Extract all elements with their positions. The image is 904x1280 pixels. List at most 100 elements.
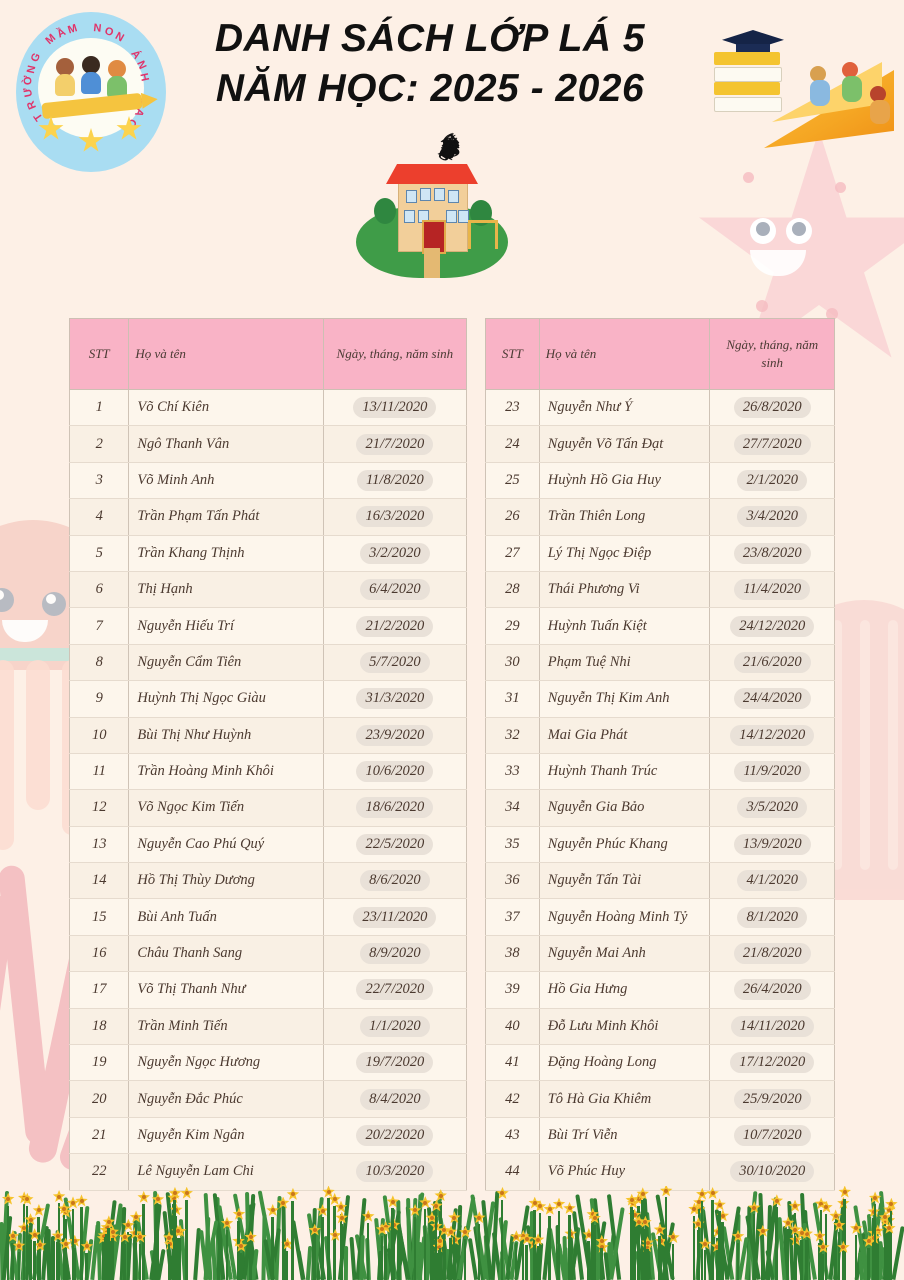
daffodil-flower xyxy=(180,1186,193,1200)
daffodil-flower xyxy=(817,1240,830,1254)
daffodil-flower xyxy=(334,1200,348,1214)
cell-dob: 11/9/2020 xyxy=(709,752,835,791)
cell-stt: 40 xyxy=(485,1007,540,1046)
cell-name: Huỳnh Thanh Trúc xyxy=(538,752,711,791)
daffodil-flower xyxy=(883,1203,896,1216)
flower-stem xyxy=(413,1216,417,1280)
flower-stem xyxy=(548,1215,551,1280)
dob-pill: 6/4/2020 xyxy=(360,579,430,601)
daffodil-flower xyxy=(220,1216,234,1230)
table-row: 5 Trần Khang Thịnh 3/2/2020 xyxy=(68,534,468,572)
daffodil-flower xyxy=(552,1197,566,1211)
table-row: 26 Trần Thiên Long 3/4/2020 xyxy=(485,498,835,536)
dob-pill: 27/7/2020 xyxy=(733,433,811,455)
flower-stem xyxy=(671,1243,675,1280)
flower-stem xyxy=(380,1235,384,1280)
table-row: 28 Thái Phương Vi 11/4/2020 xyxy=(485,570,835,609)
daffodil-flower xyxy=(692,1217,705,1230)
flower-stem xyxy=(423,1209,427,1280)
cell-name: Tô Hà Gia Khiêm xyxy=(538,1080,711,1118)
table-row: 15 Bùi Anh Tuấn 23/11/2020 xyxy=(68,898,468,936)
table-row: 31 Nguyễn Thị Kim Anh 24/4/2020 xyxy=(485,680,835,718)
daffodil-flower xyxy=(640,1240,654,1253)
flower-stem xyxy=(327,1198,330,1280)
daffodil-flower xyxy=(770,1194,784,1207)
daffodil-flower xyxy=(375,1222,389,1236)
daffodil-flower xyxy=(510,1230,523,1243)
table-row: 17 Võ Thị Thanh Như 22/7/2020 xyxy=(68,971,468,1009)
cell-name: Nguyễn Phúc Khang xyxy=(538,825,711,864)
cell-name: Võ Ngọc Kim Tiến xyxy=(128,789,324,827)
flower-stem xyxy=(889,1210,893,1280)
dob-pill: 20/2/2020 xyxy=(356,1125,434,1146)
flower-stem xyxy=(11,1242,14,1280)
cell-stt: 44 xyxy=(485,1153,540,1191)
flower-stem xyxy=(102,1242,105,1280)
dob-pill: 10/3/2020 xyxy=(356,1161,434,1183)
flower-stem xyxy=(56,1242,59,1280)
flower-stem xyxy=(111,1238,114,1280)
cell-dob: 17/12/2020 xyxy=(709,1044,835,1082)
flower-stem xyxy=(173,1199,176,1280)
cell-dob: 19/7/2020 xyxy=(322,1044,468,1082)
cell-stt: 10 xyxy=(68,716,130,754)
cell-dob: 8/9/2020 xyxy=(322,934,468,973)
daffodil-flower xyxy=(654,1234,668,1248)
daffodil-flower xyxy=(386,1195,400,1208)
dob-pill: 23/8/2020 xyxy=(733,542,811,564)
flower-stem xyxy=(17,1252,20,1280)
table-row: 24 Nguyễn Võ Tấn Đạt 27/7/2020 xyxy=(485,425,835,463)
daffodil-flower xyxy=(122,1218,135,1232)
flower-stem xyxy=(854,1234,858,1280)
books-icon xyxy=(714,52,784,112)
flower-stem xyxy=(775,1207,778,1280)
cell-stt: 30 xyxy=(485,643,540,682)
cell-dob: 8/1/2020 xyxy=(709,898,835,936)
flower-stem xyxy=(761,1237,764,1280)
flower-stem xyxy=(525,1245,528,1280)
cell-dob: 16/3/2020 xyxy=(322,498,468,536)
flower-stem xyxy=(463,1238,467,1280)
flower-stem xyxy=(225,1229,229,1280)
cell-name: Võ Phúc Huy xyxy=(538,1153,711,1191)
daffodil-flower xyxy=(636,1187,649,1200)
grass-blade xyxy=(343,1246,348,1280)
logo-ring-char: Ờ xyxy=(22,75,35,86)
flower-stem xyxy=(291,1200,294,1280)
daffodil-flower xyxy=(706,1186,719,1200)
cell-name: Võ Minh Anh xyxy=(128,461,324,500)
flower-stem xyxy=(29,1226,32,1280)
table-row: 16 Châu Thanh Sang 8/9/2020 xyxy=(68,934,468,973)
table-row: 9 Huỳnh Thị Ngọc Giàu 31/3/2020 xyxy=(68,680,468,718)
table-row: 21 Nguyễn Kim Ngân 20/2/2020 xyxy=(68,1116,468,1155)
daffodil-flower xyxy=(167,1191,180,1204)
cell-name: Trần Hoàng Minh Khôi xyxy=(128,752,324,791)
cell-stt: 4 xyxy=(68,498,130,536)
flower-stem xyxy=(800,1239,803,1280)
daffodil-flower xyxy=(659,1186,673,1197)
flower-stem xyxy=(442,1236,446,1280)
logo-ring-char: G xyxy=(28,51,43,65)
flower-stem xyxy=(391,1208,394,1280)
flower-stem xyxy=(366,1222,370,1280)
dob-pill: 8/4/2020 xyxy=(360,1088,430,1110)
daffodil-flower xyxy=(80,1239,94,1253)
daffodil-flower xyxy=(66,1196,80,1209)
cell-stt: 42 xyxy=(485,1080,540,1118)
daffodil-flower xyxy=(316,1204,329,1217)
cell-stt: 29 xyxy=(485,607,540,645)
table-row: 25 Huỳnh Hồ Gia Huy 2/1/2020 xyxy=(485,461,835,500)
daffodil-flower xyxy=(517,1229,530,1243)
flower-stem xyxy=(696,1230,700,1280)
cell-stt: 38 xyxy=(485,934,540,973)
daffodil-flower xyxy=(731,1229,745,1243)
flower-stem xyxy=(514,1243,518,1280)
cell-name: Nguyễn Gia Bảo xyxy=(538,789,711,827)
cell-dob: 10/3/2020 xyxy=(322,1153,468,1191)
table-row: 34 Nguyễn Gia Bảo 3/5/2020 xyxy=(485,789,835,827)
daffodil-flower xyxy=(32,1203,46,1217)
table-row: 19 Nguyễn Ngọc Hương 19/7/2020 xyxy=(68,1044,468,1082)
daffodil-flower xyxy=(281,1237,294,1251)
dob-pill: 25/9/2020 xyxy=(733,1088,811,1110)
daffodil-flower xyxy=(168,1186,182,1200)
